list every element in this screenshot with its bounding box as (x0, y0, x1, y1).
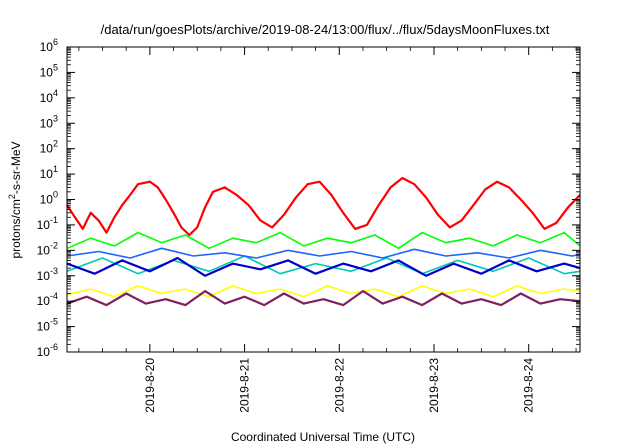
y-tick-label: 101 (40, 164, 58, 181)
chart-title: /data/run/goesPlots/archive/2019-08-24/1… (101, 22, 550, 37)
y-tick-label: 104 (40, 88, 58, 105)
y-tick-label: 10-4 (37, 291, 58, 308)
series-line-6 (66, 285, 581, 298)
series-line-4 (66, 247, 581, 259)
y-tick-label: 105 (40, 62, 58, 79)
y-tick-label: 102 (40, 139, 58, 156)
x-tick-label: 2019-8-20 (143, 358, 157, 413)
series-layer (66, 176, 581, 307)
y-tick-label: 10-3 (37, 266, 58, 283)
y-tick-label: 10-6 (37, 342, 58, 359)
y-tick-label: 103 (40, 113, 58, 130)
x-axis: 2019-8-20 2019-8-21 2019-8-22 2019-8-23 2019… (78, 47, 577, 413)
series-line-2 (66, 231, 581, 250)
y-tick-label: 10-1 (37, 215, 58, 232)
series-line-5 (66, 256, 581, 277)
x-tick-label: 2019-8-21 (238, 358, 252, 413)
x-tick-label: 2019-8-24 (522, 358, 536, 413)
series-line-7 (66, 290, 581, 307)
y-tick-label: 10-2 (37, 240, 58, 257)
x-axis-label: Coordinated Universal Time (UTC) (231, 430, 415, 444)
y-axis-label: protons/cm2-s-sr-MeV (7, 141, 23, 258)
plot-frame (66, 46, 581, 353)
x-tick-label: 2019-8-22 (332, 358, 346, 413)
series-line-1 (66, 176, 581, 237)
y-axis: 10-6 10-5 10-4 10-3 10-2 10-1 100 101 102 103 104 1… (37, 37, 580, 359)
y-tick-label: 10-5 (37, 317, 58, 334)
y-tick-label: 106 (40, 37, 58, 54)
y-tick-label: 100 (40, 190, 58, 207)
x-tick-label: 2019-8-23 (427, 358, 441, 413)
